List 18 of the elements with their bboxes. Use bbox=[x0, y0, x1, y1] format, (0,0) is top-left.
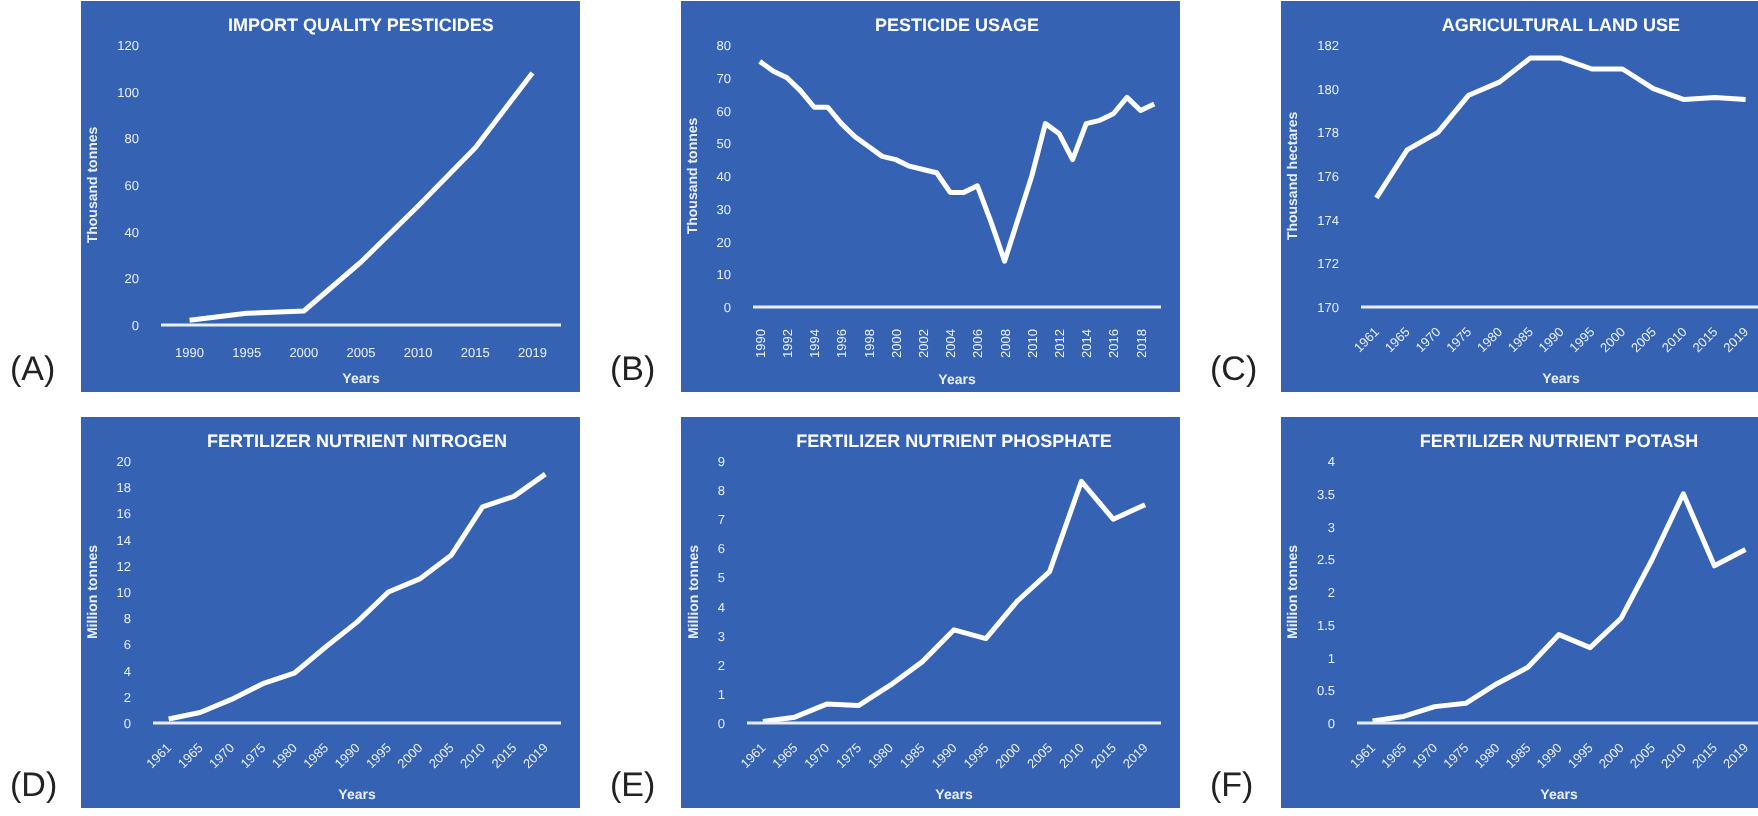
text: (D) bbox=[10, 764, 58, 808]
line-series bbox=[757, 58, 1157, 264]
text: (B) bbox=[610, 348, 656, 392]
text: (E) bbox=[610, 764, 656, 808]
chart-title: FERTILIZER NUTRIENT POTASH bbox=[1419, 431, 1699, 451]
text: (C) bbox=[1210, 348, 1258, 392]
line-series bbox=[1373, 55, 1749, 201]
chart-title: FERTILIZER NUTRIENT NITROGEN bbox=[207, 431, 508, 451]
line-series bbox=[760, 478, 1148, 723]
text: (A) bbox=[10, 348, 56, 392]
line-series bbox=[166, 471, 548, 722]
line-series bbox=[1370, 491, 1748, 723]
chart-title: FERTILIZER NUTRIENT PHOSPHATE bbox=[796, 431, 1112, 451]
chart-title: PESTICIDE USAGE bbox=[874, 15, 1040, 35]
text: (F) bbox=[1210, 764, 1254, 808]
line-series bbox=[187, 70, 535, 323]
chart-title: AGRICULTURAL LAND USE bbox=[1441, 15, 1681, 35]
chart-title: IMPORT QUALITY PESTICIDES bbox=[227, 15, 494, 35]
